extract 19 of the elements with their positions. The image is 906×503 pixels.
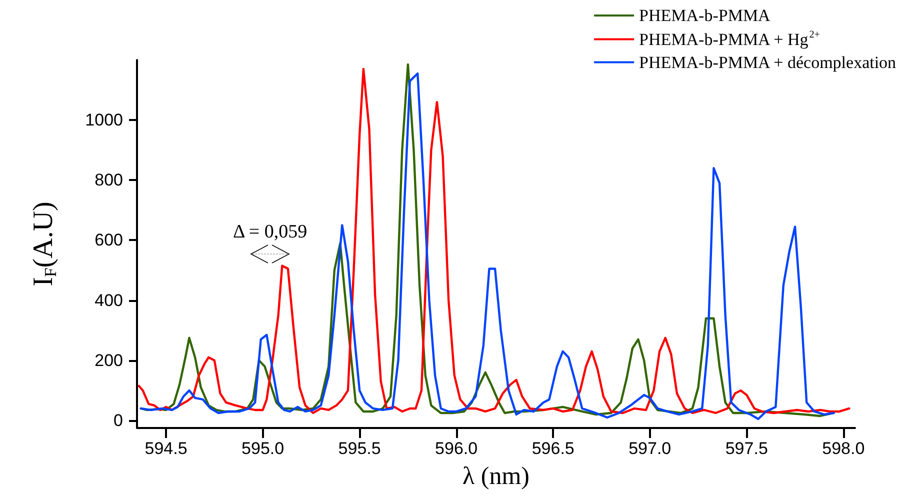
x-tick-label: 595.0: [242, 439, 284, 458]
y-axis-title: IF(A.U): [28, 202, 60, 286]
legend-label: PHEMA-b-PMMA + décomplexation: [639, 52, 897, 72]
y-tick-label: 0: [114, 410, 123, 430]
x-axis-title: λ (nm): [462, 463, 530, 490]
y-tick-label: 400: [94, 290, 123, 310]
x-tick-label: 598.0: [822, 439, 865, 458]
annotation: Δ = 0,059: [232, 222, 308, 242]
legend-label: PHEMA-b-PMMA: [639, 6, 772, 25]
x-tick-label: 594.5: [144, 439, 188, 458]
y-tick-label: 1000: [85, 110, 123, 130]
x-tick-label: 596.0: [435, 439, 478, 458]
x-tick-label: 597.5: [725, 439, 768, 458]
y-tick-label: 200: [94, 350, 123, 370]
x-tick-label: 597.0: [628, 439, 672, 458]
x-tick-label: 595.5: [338, 439, 381, 458]
y-tick-label: 800: [94, 170, 123, 190]
y-tick-label: 600: [94, 230, 123, 250]
x-tick-label: 596.5: [532, 439, 574, 458]
